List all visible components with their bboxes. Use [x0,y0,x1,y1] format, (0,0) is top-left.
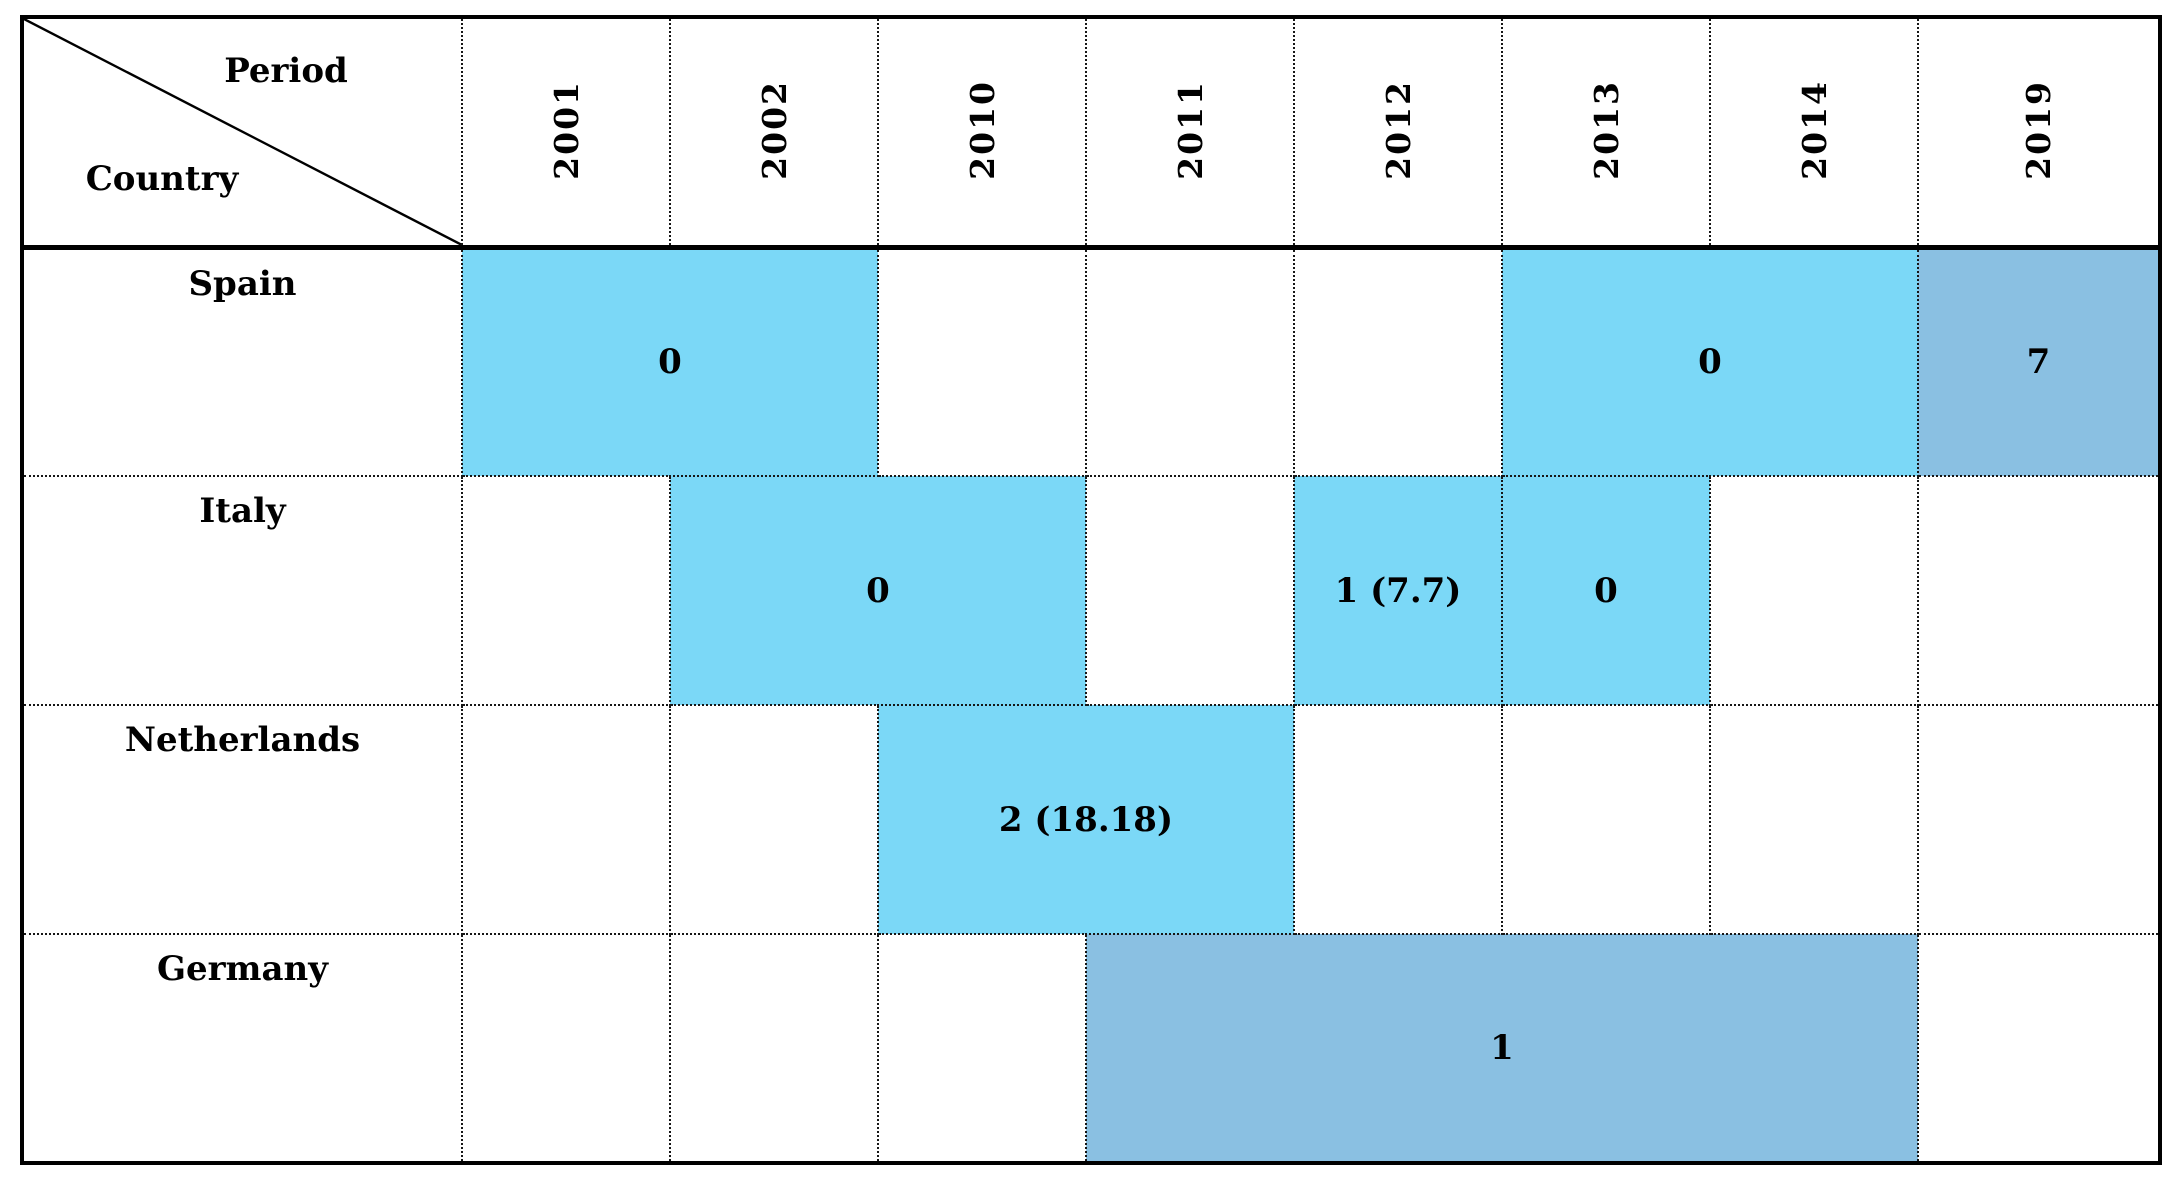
cell-spain-2019: 7 [1917,246,2161,477]
period-header-2011: 2011 [1085,17,1294,250]
period-header-label: 2012 [1378,79,1418,180]
row-germany: Germany 1 [21,933,2161,1164]
period-header-label: 2002 [754,79,794,180]
period-header-label: 2014 [1794,79,1834,180]
corner-diagonal-line [24,19,461,245]
cell-spain-2010 [877,246,1087,477]
period-header-2019: 2019 [1917,17,2160,250]
period-header-2010: 2010 [877,17,1086,250]
row-header-italy: Italy [21,475,463,706]
cell-germany-2011-2014: 1 [1085,933,1919,1164]
period-header-label: 2001 [546,79,586,180]
cell-italy-2002-2010: 0 [669,475,1087,706]
cell-italy-2001 [461,475,671,706]
cell-netherlands-2012 [1293,704,1503,935]
cell-germany-2010 [877,933,1087,1164]
cell-netherlands-2013 [1501,704,1711,935]
corner-label-country: Country [85,159,239,199]
cell-italy-2011 [1085,475,1295,706]
cell-italy-2014 [1709,475,1919,706]
cell-italy-2013: 0 [1501,475,1711,706]
row-spain: Spain 0 0 7 [21,246,2161,477]
cell-netherlands-2001 [461,704,671,935]
period-header-2002: 2002 [669,17,878,250]
period-header-label: 2010 [962,79,1002,180]
cell-spain-2011 [1085,246,1295,477]
cell-netherlands-2002 [669,704,879,935]
period-header-2012: 2012 [1293,17,1502,250]
period-header-2001: 2001 [461,17,670,250]
cell-netherlands-2010-2011: 2 (18.18) [877,704,1295,935]
period-header-label: 2019 [2019,79,2058,180]
row-header-spain: Spain [21,246,463,477]
cell-spain-2001-2002: 0 [461,246,879,477]
row-header-germany: Germany [21,933,463,1164]
header-row: Period Country 2001 2002 2010 2011 2012 … [22,17,2160,250]
period-header-label: 2011 [1170,79,1210,180]
row-header-netherlands: Netherlands [21,704,463,935]
country-period-matrix: Period Country 2001 2002 2010 2011 2012 … [20,15,2162,1165]
row-netherlands: Netherlands 2 (18.18) [21,704,2161,935]
cell-germany-2002 [669,933,879,1164]
corner-header-cell: Period Country [22,17,462,250]
period-header-2014: 2014 [1709,17,1918,250]
cell-germany-2001 [461,933,671,1164]
period-header-2013: 2013 [1501,17,1710,250]
cell-italy-2012: 1 (7.7) [1293,475,1503,706]
cell-spain-2012 [1293,246,1503,477]
cell-spain-2013-2014: 0 [1501,246,1919,477]
cell-germany-2019 [1917,933,2161,1164]
row-italy: Italy 0 1 (7.7) 0 [21,475,2161,706]
cell-italy-2019 [1917,475,2161,706]
cell-netherlands-2014 [1709,704,1919,935]
period-header-label: 2013 [1586,79,1626,180]
corner-label-period: Period [224,51,348,91]
cell-netherlands-2019 [1917,704,2161,935]
